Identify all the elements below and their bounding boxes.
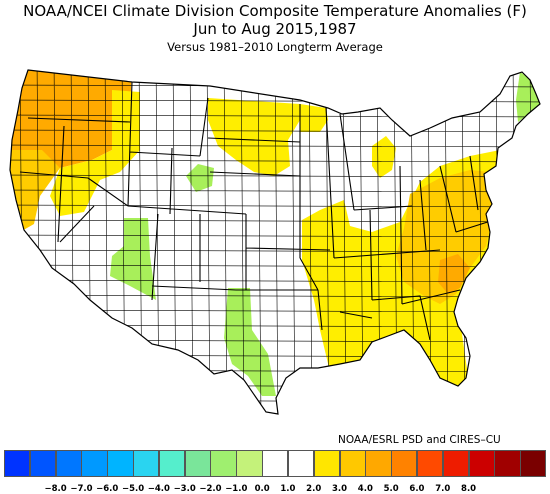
color-legend: −8.0 −7.0 −6.0 −5.0 −4.0 −3.0 −2.0 −1.0 0.0 1.0 2.… xyxy=(4,450,547,494)
legend-swatch xyxy=(158,450,186,477)
legend-tick-label: 1.0 xyxy=(280,484,296,494)
legend-swatch xyxy=(339,450,366,477)
legend-tick-label: 0.0 xyxy=(254,484,270,494)
legend-swatch xyxy=(520,450,547,477)
arizona-green-region xyxy=(110,218,156,300)
legend-tick-label: −8.0 xyxy=(44,484,67,494)
legend-tick-label: −1.0 xyxy=(225,484,248,494)
legend-tick-label: 2.0 xyxy=(306,484,322,494)
map-title: NOAA/NCEI Climate Division Composite Tem… xyxy=(23,2,527,20)
legend-swatch xyxy=(494,450,521,477)
legend-tick-label: −4.0 xyxy=(147,484,170,494)
carolinas-orange-region xyxy=(438,254,470,294)
legend-tick-label: 8.0 xyxy=(461,484,477,494)
legend-tick-label: −6.0 xyxy=(96,484,119,494)
legend-swatch xyxy=(442,450,470,477)
legend-swatch xyxy=(391,450,418,477)
legend-swatch xyxy=(313,450,340,477)
legend-tick-label: −7.0 xyxy=(70,484,93,494)
legend-swatch xyxy=(133,450,160,477)
legend-swatch xyxy=(4,450,31,477)
texas-green-region xyxy=(224,288,276,396)
northern-plains-region xyxy=(208,98,300,176)
legend-tick-label: 3.0 xyxy=(331,484,348,494)
southeast-orange-region xyxy=(396,170,494,304)
legend-swatch xyxy=(184,450,211,477)
legend-tick-label: −2.0 xyxy=(199,484,222,494)
legend-tick-label: 7.0 xyxy=(435,484,451,494)
legend-tick-label: −3.0 xyxy=(173,484,196,494)
legend-tick-label: 4.0 xyxy=(357,484,373,494)
wyoming-green-region xyxy=(186,164,214,192)
map-subtitle: Versus 1981–2010 Longterm Average xyxy=(167,40,383,54)
legend-swatch xyxy=(236,450,263,477)
data-credit: NOAA/ESRL PSD and CIRES–CU xyxy=(338,434,501,446)
legend-swatch xyxy=(81,450,108,477)
legend-tick-label: 5.0 xyxy=(383,484,399,494)
legend-swatch xyxy=(468,450,495,477)
legend-swatch xyxy=(29,450,57,477)
legend-swatch xyxy=(107,450,134,477)
legend-swatch xyxy=(262,450,289,477)
upper-midwest-region xyxy=(300,104,328,132)
legend-swatch xyxy=(365,450,392,477)
legend-swatch xyxy=(55,450,82,477)
map-period: Jun to Aug 2015,1987 xyxy=(193,20,357,38)
legend-swatch xyxy=(287,450,315,477)
maine-green-region xyxy=(516,72,540,122)
legend-swatch xyxy=(210,450,237,477)
legend-swatch xyxy=(416,450,444,477)
legend-tick-label: −5.0 xyxy=(121,484,145,494)
legend-tick-label: 6.0 xyxy=(409,484,425,494)
